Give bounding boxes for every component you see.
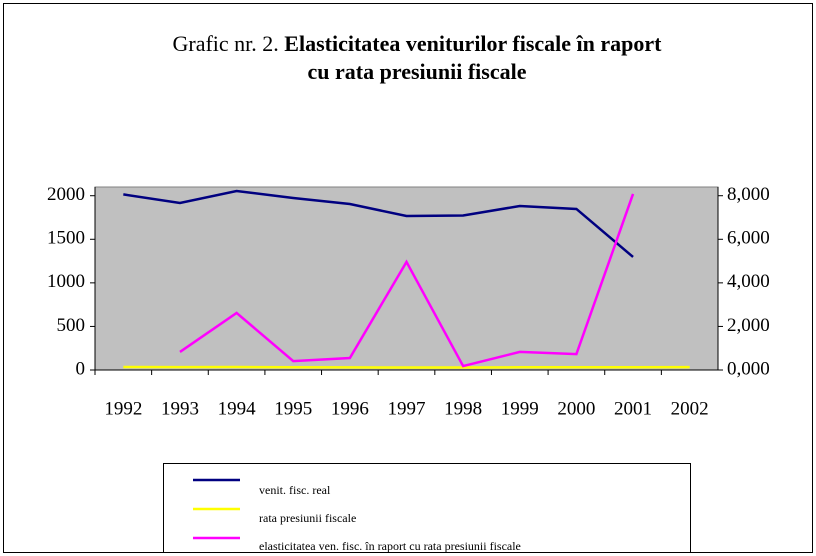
y2-tick-label: 0,000 bbox=[727, 358, 770, 379]
y-tick-label: 500 bbox=[57, 315, 86, 336]
series-line bbox=[123, 365, 690, 369]
x-tick-label: 1999 bbox=[501, 398, 539, 419]
x-tick-label: 1996 bbox=[331, 398, 369, 419]
series-line bbox=[123, 189, 634, 258]
x-tick-label: 1994 bbox=[218, 398, 257, 419]
legend-label: venit. fisc. real bbox=[259, 483, 331, 497]
x-tick-label: 1992 bbox=[104, 398, 142, 419]
x-tick-label: 1997 bbox=[388, 398, 426, 419]
y-tick-label: 2000 bbox=[47, 184, 85, 205]
x-tick-label: 1993 bbox=[161, 398, 199, 419]
legend-box bbox=[163, 463, 691, 553]
title-line: Elasticitatea veniturilor fiscale în rap… bbox=[284, 31, 662, 56]
title-line: cu rata presiunii fiscale bbox=[308, 59, 527, 84]
series-line bbox=[179, 193, 635, 368]
chart-title: Grafic nr. 2. Elasticitatea veniturilor … bbox=[173, 31, 663, 56]
y-tick-label: 0 bbox=[76, 358, 86, 379]
y2-tick-label: 8,000 bbox=[727, 184, 770, 205]
title-lead: Grafic nr. 2. bbox=[173, 31, 279, 56]
x-tick-label: 2002 bbox=[671, 398, 709, 419]
x-tick-label: 2000 bbox=[557, 398, 595, 419]
legend-label: rata presiunii fiscale bbox=[259, 511, 356, 525]
x-tick-label: 1998 bbox=[444, 398, 482, 419]
y2-tick-label: 2,000 bbox=[727, 315, 770, 336]
x-tick-label: 2001 bbox=[614, 398, 652, 419]
x-tick-label: 1995 bbox=[274, 398, 312, 419]
y2-tick-label: 6,000 bbox=[727, 228, 770, 249]
y-tick-label: 1000 bbox=[47, 271, 85, 292]
y-tick-label: 1500 bbox=[47, 228, 85, 249]
y2-tick-label: 4,000 bbox=[727, 271, 770, 292]
legend-label: elasticitatea ven. fisc. în raport cu ra… bbox=[259, 539, 521, 553]
